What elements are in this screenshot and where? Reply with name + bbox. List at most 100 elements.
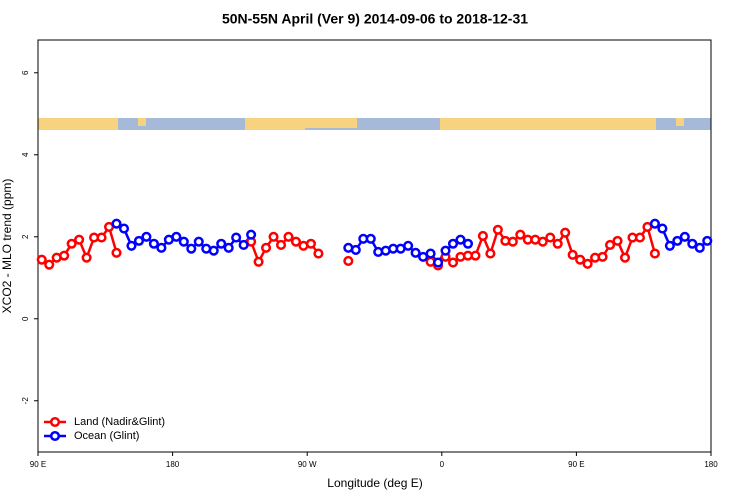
data-point: [619, 252, 631, 263]
chart-title: 50N-55N April (Ver 9) 2014-09-06 to 2018…: [222, 11, 528, 27]
y-tick-label: 4: [21, 152, 30, 157]
data-point: [313, 248, 324, 259]
data-point: [59, 250, 70, 261]
data-point: [193, 236, 204, 247]
data-point: [537, 236, 548, 247]
data-point: [470, 250, 481, 261]
x-tick-label: 0: [440, 460, 445, 469]
data-point: [702, 235, 713, 246]
data-point: [290, 236, 302, 247]
data-point: [223, 242, 234, 253]
land-band: [38, 118, 118, 130]
data-point: [96, 232, 107, 243]
data-point: [477, 230, 488, 242]
x-tick-label: 180: [166, 460, 180, 469]
data-point: [186, 243, 197, 254]
data-point: [171, 231, 182, 242]
data-point: [36, 254, 47, 265]
data-point: [455, 234, 466, 245]
data-point: [216, 238, 227, 249]
x-tick-label: 180: [704, 460, 718, 469]
data-point: [178, 236, 189, 247]
land-ocean-strip: [38, 118, 711, 130]
data-point: [44, 259, 55, 270]
land-band: [245, 118, 305, 130]
data-point: [649, 248, 660, 259]
x-tick-label: 90 E: [30, 460, 46, 469]
data-point: [492, 224, 503, 235]
data-point: [118, 223, 130, 234]
data-point: [111, 247, 122, 258]
data-point: [403, 240, 414, 251]
data-point: [410, 247, 421, 258]
data-point: [687, 238, 698, 249]
data-point: [485, 248, 496, 259]
data-point: [156, 242, 167, 253]
data-point: [208, 245, 219, 256]
data-point: [231, 232, 242, 243]
plot-frame: [37, 39, 712, 453]
y-tick-label: 0: [21, 316, 30, 321]
data-point: [694, 242, 705, 253]
data-point: [74, 234, 85, 245]
data-point: [268, 231, 279, 242]
legend-marker: [49, 416, 61, 428]
y-axis-label: XCO2 - MLO trend (ppm): [0, 179, 14, 314]
data-point: [253, 256, 264, 267]
data-point: [141, 231, 152, 242]
data-point: [275, 239, 287, 251]
data-point: [81, 252, 92, 263]
data-point: [664, 240, 675, 251]
data-point: [447, 257, 459, 268]
data-point: [657, 223, 668, 234]
data-point: [148, 238, 159, 249]
legend-label: Land (Nadir&Glint): [74, 416, 165, 428]
data-point: [238, 239, 249, 251]
data-point: [447, 238, 459, 249]
data-point: [545, 232, 556, 243]
data-point: [305, 238, 316, 249]
x-tick-label: 90 E: [568, 460, 584, 469]
y-tick-label: -2: [21, 397, 30, 405]
land-band: [305, 118, 357, 128]
y-tick-label: 2: [21, 234, 30, 239]
data-point: [552, 238, 563, 249]
land-band: [440, 118, 576, 130]
data-point: [440, 245, 451, 256]
data-point: [246, 229, 257, 240]
data-point: [507, 236, 518, 247]
x-axis-label: Longitude (deg E): [327, 476, 422, 490]
data-point: [365, 233, 376, 244]
data-point: [343, 255, 354, 267]
data-point: [433, 257, 444, 268]
data-point: [612, 235, 623, 246]
legend-marker: [49, 430, 61, 442]
land-band: [138, 118, 146, 126]
data-point: [283, 231, 294, 242]
data-point: [111, 218, 122, 229]
data-point: [634, 232, 646, 243]
data-point: [462, 238, 474, 249]
data-point: [649, 218, 660, 229]
data-point: [605, 239, 616, 251]
legend-label: Ocean (Glint): [74, 430, 139, 442]
data-point: [582, 258, 593, 269]
land-band: [676, 118, 684, 126]
data-point: [515, 229, 526, 240]
data-point: [679, 231, 690, 242]
data-point: [126, 240, 137, 251]
land-band: [576, 118, 656, 130]
data-point: [597, 251, 608, 262]
data-point: [133, 235, 144, 246]
data-point: [66, 238, 77, 249]
y-tick-label: 6: [21, 70, 30, 75]
data-point: [575, 254, 586, 265]
data-point: [567, 249, 578, 260]
data-point: [261, 242, 272, 253]
data-point: [425, 248, 436, 259]
x-tick-label: 90 W: [298, 460, 317, 469]
data-point: [560, 227, 571, 238]
data-point: [350, 244, 361, 255]
data-point: [672, 235, 683, 246]
